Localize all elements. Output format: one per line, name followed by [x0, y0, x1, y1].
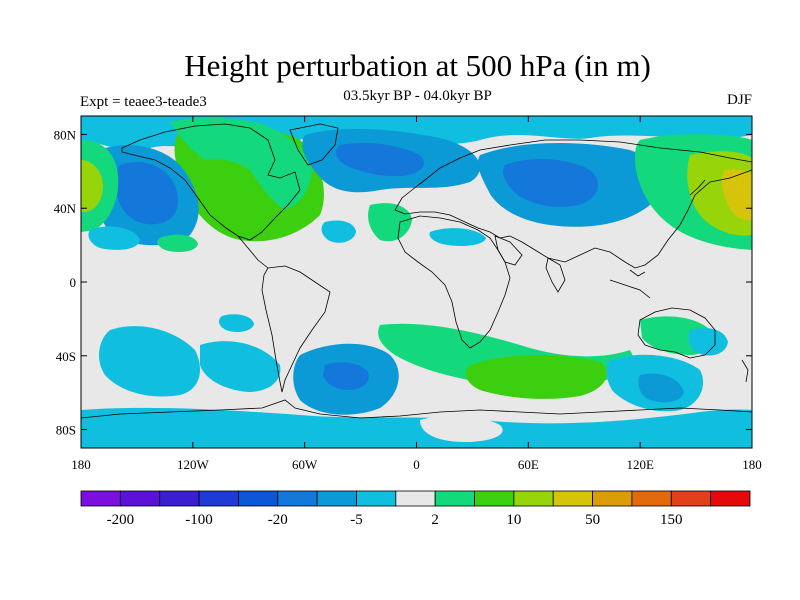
contour-cyan-spacific — [98, 326, 200, 397]
colorbar-swatch — [198, 490, 239, 507]
coastline-greenland — [289, 123, 339, 166]
lon-tick-label: 60W — [292, 457, 318, 472]
lat-tick-label: 0 — [70, 275, 77, 290]
contour-cyan-tropical-4 — [218, 314, 254, 332]
lon-tick-label: 180 — [742, 457, 762, 472]
coastline-antarctica — [81, 399, 752, 419]
lon-tick-label: 180 — [71, 457, 91, 472]
coastline-australia — [637, 307, 716, 359]
coastline-india — [545, 257, 566, 293]
colorbar-label: -200 — [107, 512, 135, 528]
lat-tick-label: 80N — [54, 127, 77, 142]
coastline-south-america — [261, 265, 331, 393]
contour-cyan-australia — [688, 328, 728, 356]
colorbar-swatch — [277, 490, 318, 507]
experiment-label: Expt = teaee3-teade3 — [80, 94, 207, 110]
contour-green-sindian — [465, 354, 608, 399]
colorbar-swatch — [238, 490, 279, 507]
colorbar-swatch — [631, 490, 672, 507]
colorbar-swatch — [434, 490, 475, 507]
contour-yellow-nwpacific — [722, 169, 752, 221]
contour-blue-sindian — [638, 373, 684, 403]
coastline-new-zealand — [741, 359, 749, 383]
colorbar-swatch — [356, 490, 397, 507]
contour-cyan-antarctic — [81, 407, 752, 448]
colorbar-label: 10 — [506, 512, 521, 528]
colorbar-label: 150 — [660, 512, 683, 528]
colorbar-swatch — [395, 490, 436, 507]
colorbar-swatch — [710, 490, 751, 507]
colorbar-swatch — [552, 490, 593, 507]
lon-tick-label: 120W — [177, 457, 210, 472]
coastline-se-asia-2 — [629, 269, 646, 277]
coastline-se-asia-1 — [609, 279, 651, 299]
colorbar-label: 2 — [431, 512, 439, 528]
contour-cyan-tropical-1 — [88, 226, 140, 250]
colorbar-swatch — [119, 490, 161, 507]
colorbar-label: -20 — [268, 512, 288, 528]
colorbar-swatch — [513, 490, 554, 507]
lat-tick-label: 40S — [56, 349, 76, 364]
contour-cyan-tropical-2 — [321, 220, 356, 243]
lon-tick-label: 120E — [626, 457, 654, 472]
colorbar-label: -5 — [350, 512, 363, 528]
lat-tick-label: 40N — [54, 201, 77, 216]
colorbar-label: 50 — [585, 512, 600, 528]
colorbar: -200 -100 -20 -5 2 10 50 150 — [80, 490, 751, 528]
contour-green-tropical-1 — [157, 234, 198, 252]
colorbar-swatch — [474, 490, 515, 507]
colorbar-swatch — [592, 490, 633, 507]
coastline-central-america — [237, 235, 269, 269]
coastline-arabia — [494, 235, 523, 266]
lon-tick-label: 0 — [413, 457, 420, 472]
contour-cyan-tropical-3 — [429, 228, 486, 246]
coastline-africa — [397, 215, 511, 349]
plot-subtitle: 03.5kyr BP - 04.0kyr BP — [343, 88, 492, 104]
lat-tick-label: 80S — [56, 423, 76, 438]
season-label: DJF — [726, 92, 752, 108]
lon-tick-label: 60E — [518, 457, 539, 472]
coastline-eurasia — [394, 139, 752, 269]
contour-fill-layer — [81, 116, 752, 448]
colorbar-swatch — [316, 490, 357, 507]
colorbar-swatch — [80, 490, 121, 507]
colorbar-swatch — [159, 490, 200, 507]
colorbar-label: -100 — [185, 512, 213, 528]
plot-title: Height perturbation at 500 hPa (in m) — [184, 48, 651, 83]
contour-lightgreen-namerica — [170, 117, 312, 210]
colorbar-swatch — [670, 490, 712, 507]
contour-cyan-swpacific-2 — [200, 341, 281, 392]
contour-blue-natlantic — [335, 143, 424, 177]
map-axes: 80N 40N 0 40S 80S 180 120W 60W 0 60E 120E 180 — [54, 116, 762, 472]
contour-blue-siberia — [503, 158, 599, 207]
contour-gray-antarctic-gap — [420, 415, 503, 442]
coastline-japan — [689, 179, 706, 196]
coastline-north-america — [121, 123, 301, 241]
contour-blue-npacific — [114, 161, 179, 225]
coastlines — [81, 123, 752, 419]
contour-lime-westedge — [81, 160, 103, 212]
contour-blue-satlantic — [323, 362, 369, 390]
